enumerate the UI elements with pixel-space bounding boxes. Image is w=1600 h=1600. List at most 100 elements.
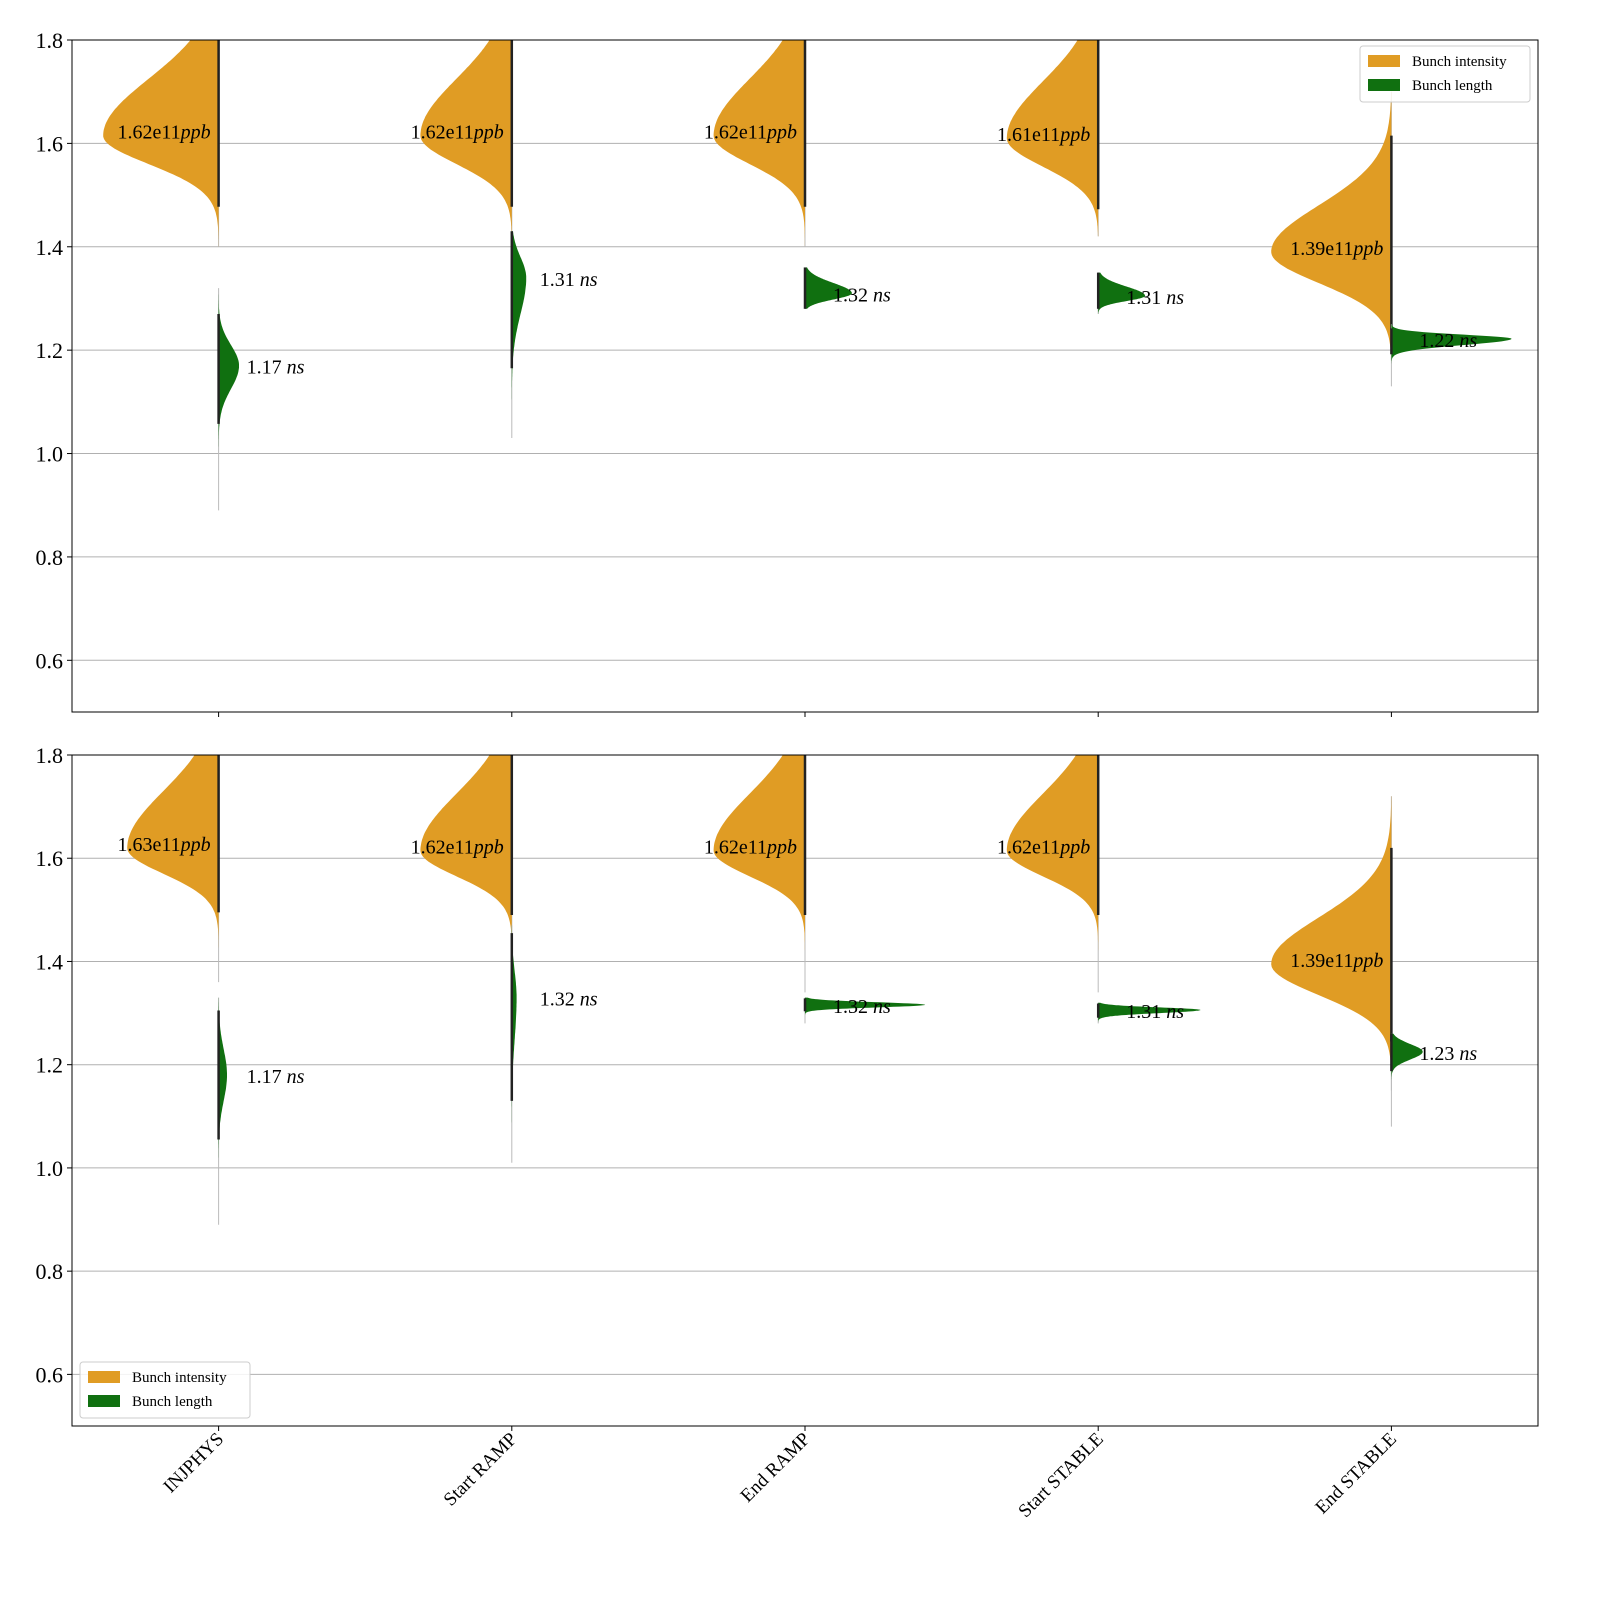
legend-box	[1359, 45, 1531, 103]
median-label: 1.62e11ppb	[704, 122, 797, 144]
median-unit: ns	[873, 996, 891, 1018]
violin-bunch-length: 1.32 ns	[510, 925, 598, 1163]
median-value: 1.62e11	[411, 836, 474, 858]
y-tick-label: 1.4	[36, 235, 64, 260]
violin-bunch-length: 1.17 ns	[217, 288, 305, 511]
median-unit: ppb	[179, 834, 211, 856]
violin-shape	[1006, 40, 1099, 237]
median-label: 1.22 ns	[1419, 330, 1477, 352]
legend: Bunch intensity Bunch length	[1359, 45, 1531, 103]
median-value: 1.17	[247, 357, 282, 379]
y-tick-label: 1.2	[36, 338, 64, 363]
x-tick-label: INJPHYS	[160, 1429, 229, 1498]
x-tick-label: Start RAMP	[440, 1429, 522, 1511]
median-label: 1.39e11ppb	[1290, 238, 1383, 260]
violin-bunch-intensity: 1.39e11ppb	[1271, 91, 1393, 361]
median-unit: ppb	[472, 836, 504, 858]
median-unit: ppb	[765, 836, 797, 858]
violin-bunch-length: 1.23 ns	[1390, 1033, 1477, 1091]
x-tick-label: Start STABLE	[1014, 1429, 1107, 1522]
median-label: 1.62e11ppb	[411, 836, 504, 858]
median-label: 1.32 ns	[833, 996, 891, 1018]
median-label: 1.31 ns	[1126, 287, 1184, 309]
median-label: 1.23 ns	[1419, 1043, 1477, 1065]
median-label: 1.17 ns	[247, 1066, 305, 1088]
violin-bunch-length: 1.31 ns	[1096, 272, 1184, 314]
violin-bunch-length: 1.31 ns	[510, 231, 598, 439]
median-unit: ns	[1459, 330, 1477, 352]
median-label: 1.62e11ppb	[117, 122, 210, 144]
median-label: 1.31 ns	[540, 269, 598, 291]
violin-shape	[1006, 755, 1099, 993]
violin-bunch-intensity: 1.62e11ppb	[411, 755, 514, 962]
y-tick-label: 1.6	[36, 131, 64, 156]
median-unit: ns	[1166, 1001, 1184, 1023]
violin-bunch-length: 1.32 ns	[803, 267, 891, 309]
median-value: 1.39e11	[1290, 950, 1353, 972]
violin-bunch-intensity: 1.62e11ppb	[704, 40, 807, 247]
median-value: 1.32	[833, 284, 868, 306]
violin-bunch-intensity: 1.62e11ppb	[704, 755, 807, 993]
violin-shape	[420, 755, 512, 962]
median-value: 1.62e11	[117, 122, 180, 144]
violin-shape	[1098, 1002, 1201, 1024]
median-label: 1.63e11ppb	[117, 834, 210, 856]
legend: Bunch intensity Bunch length	[79, 1361, 251, 1419]
median-label: 1.62e11ppb	[411, 122, 504, 144]
violin-shape	[511, 231, 527, 439]
y-tick-label: 0.8	[36, 545, 64, 570]
violin-bunch-intensity: 1.62e11ppb	[411, 40, 514, 237]
violin-shape	[805, 267, 852, 309]
median-value: 1.63e11	[117, 834, 180, 856]
legend-swatch	[1368, 55, 1400, 67]
violin-bunch-length: 1.32 ns	[803, 996, 926, 1024]
median-unit: ppb	[765, 122, 797, 144]
y-tick-label: 1.4	[36, 949, 64, 974]
y-tick-label: 1.8	[36, 28, 64, 53]
median-label: 1.39e11ppb	[1290, 950, 1383, 972]
violin-bunch-length: 1.17 ns	[217, 997, 305, 1225]
legend-label: Bunch intensity	[132, 1370, 227, 1386]
median-label: 1.32 ns	[833, 284, 891, 306]
median-label: 1.61e11ppb	[997, 124, 1090, 146]
axes-frame	[71, 39, 1539, 713]
violin-bunch-length: 1.31 ns	[1096, 1001, 1201, 1024]
median-unit: ns	[287, 1066, 305, 1088]
median-unit: ppb	[472, 122, 504, 144]
violin-shape	[420, 40, 512, 237]
y-tick-label: 1.6	[36, 846, 64, 871]
violin-shape	[713, 755, 805, 993]
median-unit: ns	[1166, 287, 1184, 309]
median-value: 1.62e11	[704, 836, 767, 858]
panel-1: 0.60.81.01.21.41.61.81.62e11ppb 1.62e11pp…	[36, 28, 1539, 717]
median-label: 1.62e11ppb	[997, 836, 1090, 858]
legend-swatch	[88, 1395, 120, 1407]
violin-shape	[1271, 91, 1392, 361]
median-value: 1.62e11	[411, 122, 474, 144]
violin-shape	[1391, 324, 1512, 387]
violin-bunch-intensity: 1.61e11ppb	[997, 40, 1100, 237]
violin-bunch-intensity: 1.39e11ppb	[1271, 796, 1393, 1127]
median-value: 1.31	[1126, 1001, 1161, 1023]
y-tick-label: 0.8	[36, 1259, 64, 1284]
violin-shape	[713, 40, 805, 247]
median-value: 1.22	[1419, 330, 1454, 352]
median-value: 1.32	[833, 996, 868, 1018]
median-unit: ns	[873, 284, 891, 306]
violin-shape	[1391, 1033, 1423, 1091]
median-value: 1.32	[540, 989, 575, 1011]
y-tick-label: 1.8	[36, 743, 64, 768]
legend-box	[79, 1361, 251, 1419]
y-tick-label: 1.2	[36, 1053, 64, 1078]
legend-label: Bunch length	[1412, 78, 1493, 94]
legend-label: Bunch intensity	[1412, 54, 1507, 70]
median-unit: ppb	[179, 122, 211, 144]
x-tick-label: End STABLE	[1311, 1429, 1401, 1519]
violin-shape	[218, 997, 227, 1225]
y-tick-label: 1.0	[36, 442, 64, 467]
median-value: 1.62e11	[704, 122, 767, 144]
y-tick-label: 0.6	[36, 648, 64, 673]
violin-shape	[103, 40, 219, 247]
violin-shape	[805, 997, 926, 1024]
